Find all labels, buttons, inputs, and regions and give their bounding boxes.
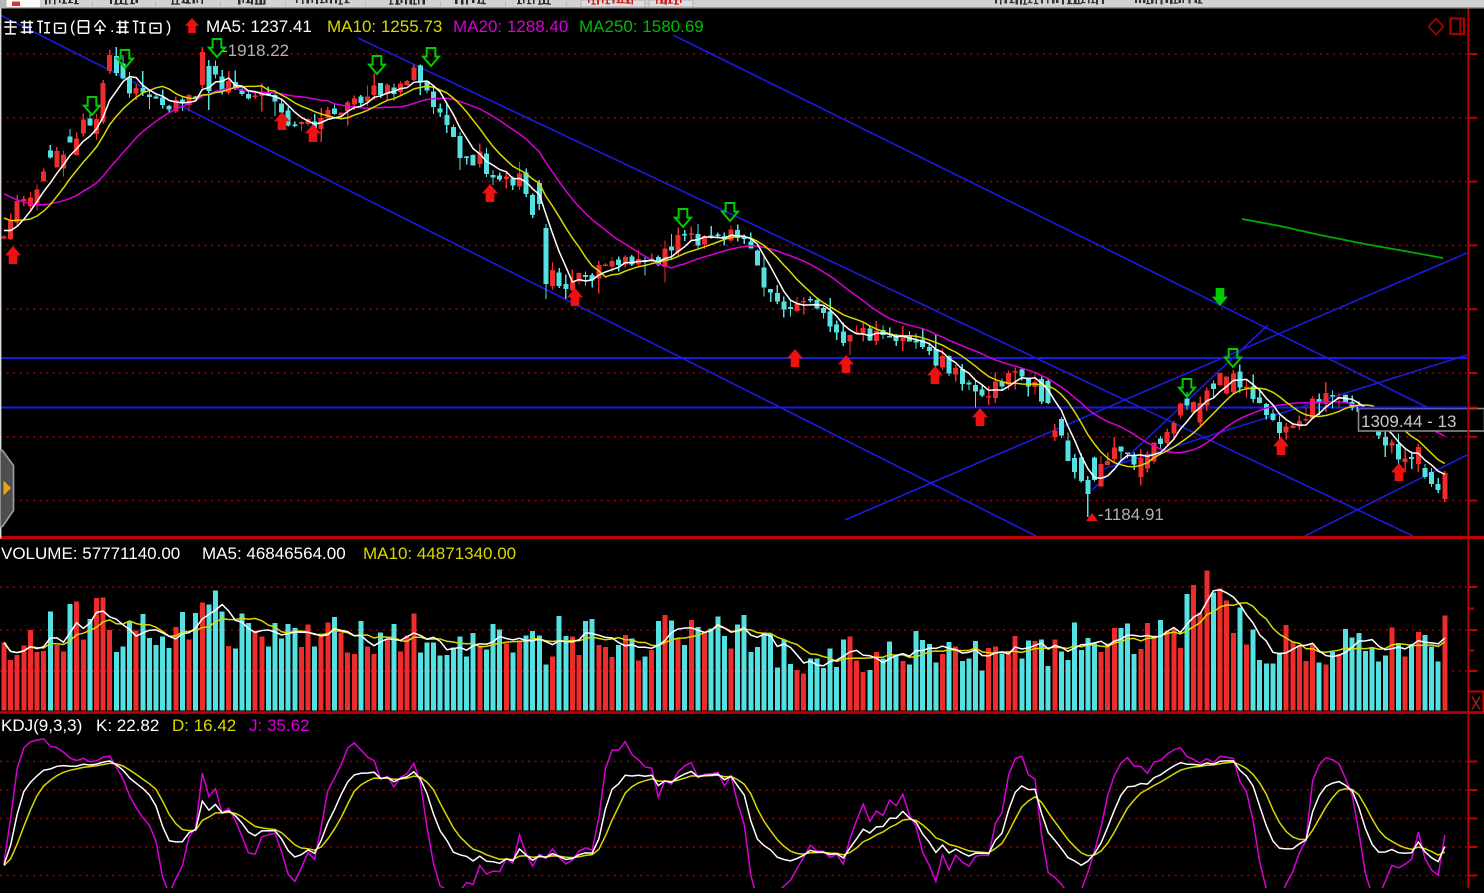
svg-text:MA10: 1255.73: MA10: 1255.73 (327, 17, 442, 36)
svg-text:-1918.22: -1918.22 (222, 41, 289, 60)
svg-text:(: ( (70, 19, 76, 36)
svg-text:MA10: 44871340.00: MA10: 44871340.00 (363, 544, 516, 563)
svg-text:J: 35.62: J: 35.62 (249, 716, 310, 735)
svg-text:VOLUME: 57771140.00: VOLUME: 57771140.00 (1, 544, 180, 563)
svg-text:MA250: 1580.69: MA250: 1580.69 (579, 17, 704, 36)
svg-text:1309.44 - 13: 1309.44 - 13 (1361, 412, 1456, 431)
svg-text:): ) (166, 19, 171, 36)
svg-text:.: . (110, 19, 114, 36)
svg-text:MA5: 46846564.00: MA5: 46846564.00 (202, 544, 346, 563)
svg-text:KDJ(9,3,3): KDJ(9,3,3) (1, 716, 82, 735)
svg-text:K: 22.82: K: 22.82 (96, 716, 159, 735)
svg-text:D: 16.42: D: 16.42 (172, 716, 236, 735)
svg-text:MA5: 1237.41: MA5: 1237.41 (206, 17, 312, 36)
svg-text:-1184.91: -1184.91 (1098, 505, 1164, 524)
svg-text:MA20: 1288.40: MA20: 1288.40 (453, 17, 568, 36)
